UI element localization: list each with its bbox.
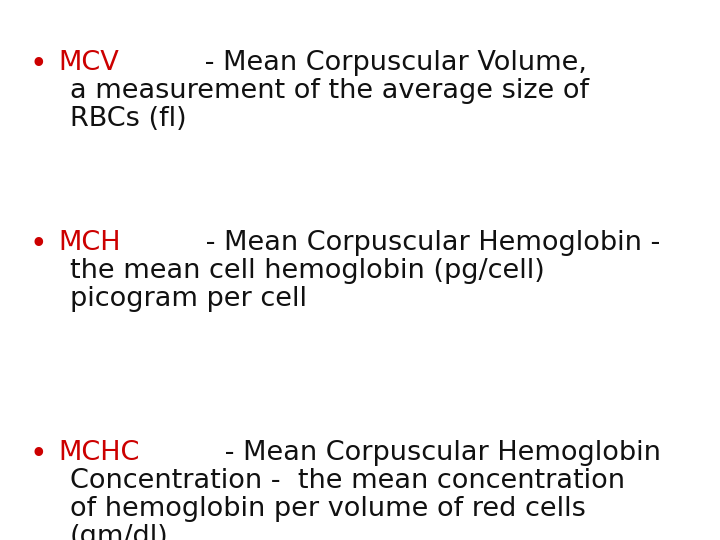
Text: MCH: MCH [58,230,120,256]
Text: MCHC: MCHC [58,440,140,466]
Text: RBCs (fl): RBCs (fl) [70,106,186,132]
Text: (gm/dl): (gm/dl) [70,524,168,540]
Text: Concentration -  the mean concentration: Concentration - the mean concentration [70,468,625,494]
Text: - Mean Corpuscular Hemoglobin -: - Mean Corpuscular Hemoglobin - [197,230,661,256]
Text: of hemoglobin per volume of red cells: of hemoglobin per volume of red cells [70,496,586,522]
Text: - Mean Corpuscular Hemoglobin: - Mean Corpuscular Hemoglobin [216,440,661,466]
Text: the mean cell hemoglobin (pg/cell): the mean cell hemoglobin (pg/cell) [70,258,545,284]
Text: picogram per cell: picogram per cell [70,286,307,312]
Text: •: • [30,50,48,79]
Text: •: • [30,230,48,259]
Text: •: • [30,440,48,469]
Text: a measurement of the average size of: a measurement of the average size of [70,78,589,104]
Text: MCV: MCV [58,50,119,76]
Text: - Mean Corpuscular Volume,: - Mean Corpuscular Volume, [196,50,587,76]
